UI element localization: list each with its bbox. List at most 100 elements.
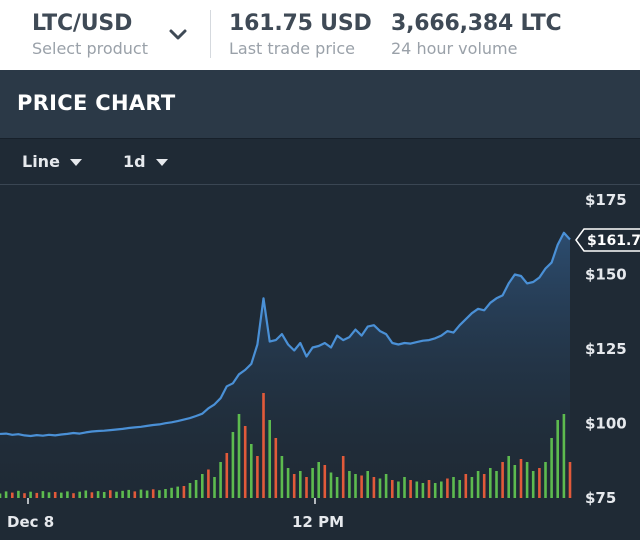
volume-bar [299, 471, 302, 498]
product-selector[interactable]: LTC/USD Select product [32, 9, 148, 59]
volume-bar [250, 444, 253, 498]
volume-bar [219, 462, 222, 498]
volume-bar [17, 490, 20, 498]
volume-bar [176, 486, 179, 498]
volume-bar [427, 480, 431, 498]
x-axis-label: Dec 8 [7, 513, 54, 531]
volume-bar [397, 481, 400, 498]
volume-bar [60, 492, 63, 498]
volume-bar [29, 491, 32, 498]
price-chart-svg[interactable]: $175 $150 $125 $100 $75 Dec 8 12 PM $161.75 [0, 185, 640, 540]
volume-bar [109, 490, 112, 498]
volume-bar [562, 414, 566, 498]
volume-bar [53, 492, 57, 498]
volume-bar [409, 480, 412, 498]
chart-type-dropdown[interactable]: Line [22, 152, 82, 171]
volume-bar [262, 393, 265, 498]
volume-bar [231, 432, 235, 498]
volume-bar [433, 483, 437, 498]
caret-down-icon [69, 159, 82, 166]
volume-bar [225, 453, 229, 498]
volume-bar [341, 456, 345, 498]
volume-bar [41, 491, 45, 498]
volume-bar [384, 474, 388, 498]
volume-bar [121, 490, 124, 498]
price-line [0, 231, 571, 438]
volume-bar [158, 490, 161, 498]
volume-bar [519, 459, 523, 498]
volume-bar [11, 492, 14, 498]
volume-bar [23, 493, 26, 498]
market-header: LTC/USD Select product 161.75 USD Last t… [0, 0, 640, 70]
chevron-down-icon[interactable] [166, 23, 190, 47]
volume-bar [274, 438, 278, 498]
volume-bar [102, 492, 106, 498]
product-pair[interactable]: LTC/USD [32, 11, 133, 36]
price-chart[interactable]: $175 $150 $125 $100 $75 Dec 8 12 PM $161.75 [0, 185, 640, 540]
volume-bar [464, 474, 468, 498]
volume-24h: 3,666,384 LTC 24 hour volume [391, 9, 562, 59]
volume-bar [305, 477, 308, 498]
volume-bar [391, 480, 394, 498]
volume-bar [127, 489, 130, 498]
volume-bar [568, 462, 572, 498]
current-price-tag [575, 228, 640, 252]
volume-bar [145, 490, 149, 498]
y-axis-label: $75 [585, 489, 616, 507]
volume-bar [501, 462, 504, 498]
current-price-label: $161.75 [587, 233, 640, 249]
volume-bar [440, 481, 443, 498]
volume-bar [482, 474, 486, 498]
last-trade-price-label: Last trade price [229, 39, 355, 58]
y-axis-label: $150 [585, 266, 627, 284]
volume-bar [243, 426, 247, 498]
volume-bar [0, 493, 2, 498]
volume-bar [311, 468, 314, 498]
volume-bar [256, 456, 259, 498]
volume-bar [96, 491, 100, 498]
y-axis-label: $100 [585, 415, 627, 433]
volume-bar [360, 475, 363, 498]
volume-bar [78, 491, 81, 498]
product-selector-label: Select product [32, 39, 148, 58]
granularity-dropdown[interactable]: 1d [123, 152, 168, 171]
volume-bar [4, 491, 8, 498]
volume-bar [378, 478, 382, 498]
volume-bar [354, 474, 357, 498]
volume-bar [556, 420, 559, 498]
volume-bar [550, 438, 553, 498]
y-axis-label: $175 [585, 191, 627, 209]
price-area [0, 232, 570, 499]
volume-bar [366, 471, 369, 498]
volume-bar [164, 489, 167, 498]
volume-bar [90, 492, 94, 498]
volume-bar [139, 489, 143, 498]
volume-bar [237, 414, 241, 498]
last-trade-price: 161.75 USD Last trade price [229, 9, 372, 59]
volume-bar [133, 491, 137, 498]
volume-bar [188, 483, 192, 498]
volume-bar [372, 477, 376, 498]
volume-bar [35, 492, 39, 498]
volume-bar [207, 469, 210, 498]
volume-bar [335, 477, 339, 498]
volume-bar [446, 478, 449, 498]
volume-bar [47, 492, 51, 498]
granularity-label: 1d [123, 152, 146, 171]
volume-bar [323, 465, 327, 498]
volume-bar [531, 471, 535, 498]
volume-bar [458, 480, 461, 498]
last-trade-price-value: 161.75 USD [229, 11, 372, 36]
volume-bar [317, 462, 320, 498]
header-divider [210, 10, 211, 58]
volume-bar [513, 465, 517, 498]
volume-bar [495, 471, 498, 498]
volume-bar [151, 489, 155, 498]
volume-bar [489, 468, 492, 498]
volume-bar [403, 477, 406, 498]
volume-bar [182, 486, 186, 498]
page-title: PRICE CHART [17, 91, 176, 115]
chart-title-bar: PRICE CHART [0, 70, 640, 138]
volume-bar [194, 480, 198, 498]
volume-bar [329, 472, 333, 498]
